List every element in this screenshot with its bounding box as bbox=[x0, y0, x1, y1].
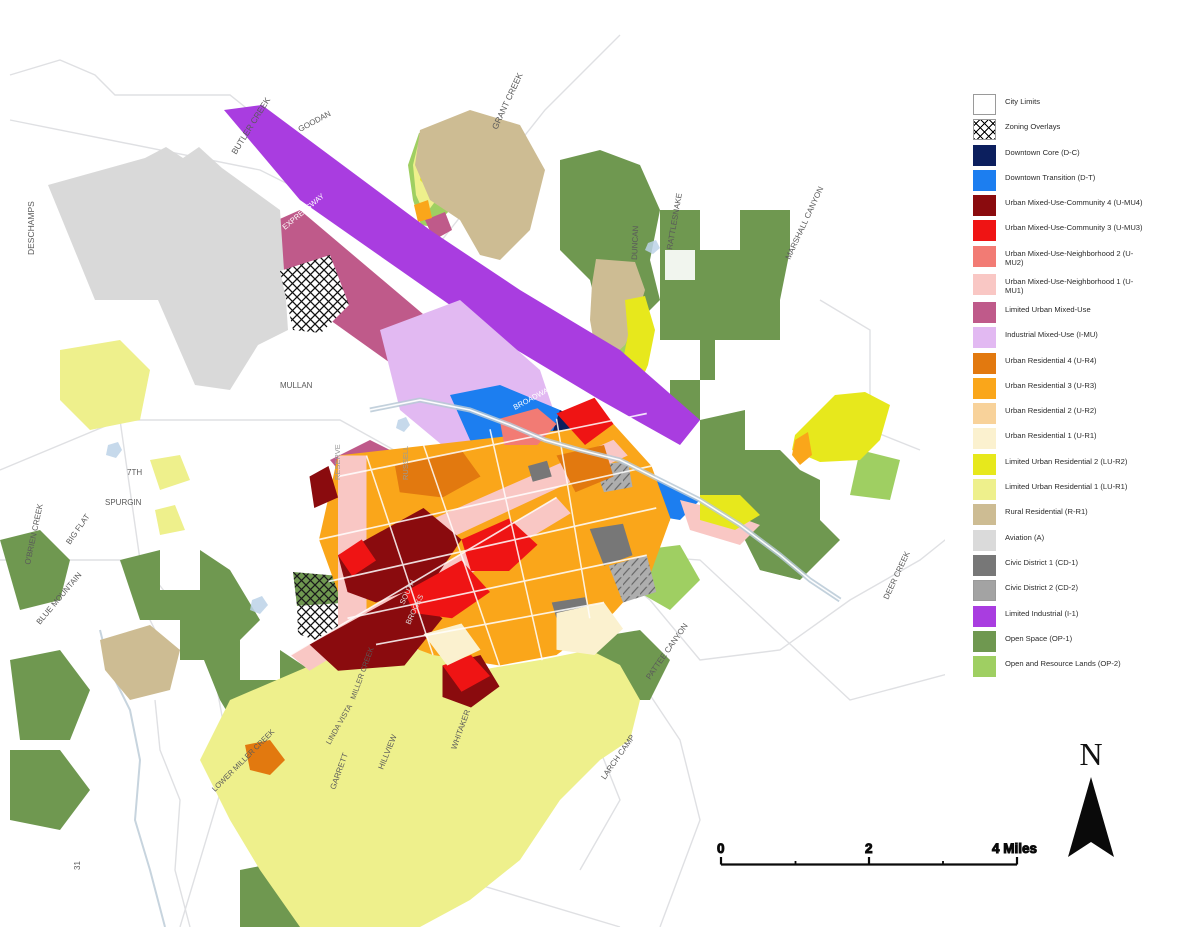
svg-text:0: 0 bbox=[717, 841, 725, 856]
svg-text:4 Miles: 4 Miles bbox=[992, 841, 1037, 856]
svg-text:DESCHAMPS: DESCHAMPS bbox=[26, 201, 36, 255]
svg-text:MULLAN: MULLAN bbox=[280, 381, 313, 390]
svg-text:RUSSELL: RUSSELL bbox=[401, 446, 410, 480]
svg-text:31: 31 bbox=[73, 861, 82, 870]
svg-text:SPURGIN: SPURGIN bbox=[105, 498, 142, 507]
svg-text:7TH: 7TH bbox=[127, 468, 142, 477]
svg-text:2: 2 bbox=[865, 841, 873, 856]
svg-text:RESERVE: RESERVE bbox=[333, 444, 342, 480]
svg-text:DUNCAN: DUNCAN bbox=[630, 225, 640, 260]
svg-text:N: N bbox=[1079, 736, 1102, 772]
